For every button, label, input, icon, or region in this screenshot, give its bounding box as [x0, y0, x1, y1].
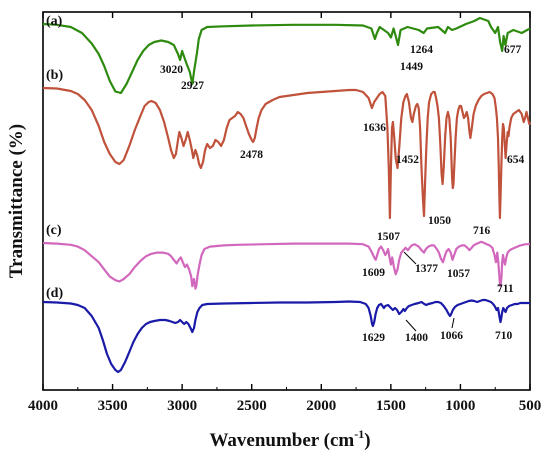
series-line-b	[42, 86, 532, 220]
peak-label: 1452	[396, 154, 419, 166]
x-tick-label: 3500	[98, 398, 128, 414]
peak-annotations: 3020 2927 1449 1264 677 2478 1636 1452 1507 1050 7…	[160, 44, 525, 344]
leader-line	[403, 251, 417, 265]
y-axis-title: Transmittance (%)	[6, 124, 27, 278]
peak-label: 1066	[440, 330, 463, 342]
peak-label: 1377	[415, 263, 438, 275]
x-axis-title-superscript: -1	[354, 427, 364, 441]
panel-label-c: (c)	[46, 223, 62, 238]
leader-line	[451, 317, 455, 329]
series-line-d	[42, 298, 530, 374]
series-line-a	[42, 16, 531, 95]
peak-label: 1400	[405, 332, 428, 344]
peak-label: 1050	[428, 215, 451, 227]
peak-label: 1507	[377, 231, 400, 243]
peak-label: 1449	[400, 61, 423, 73]
series-line-c	[42, 240, 530, 290]
spectra-series	[42, 16, 532, 374]
x-axis-title-close: )	[364, 430, 370, 451]
peak-label: 1264	[410, 44, 433, 56]
peak-label: 711	[497, 283, 514, 295]
x-axis-title: Wavenumber (cm-1)	[209, 427, 370, 451]
x-axis-ticks: 4000 3500 3000 2500 2000 1500 1000 500	[28, 12, 541, 414]
peak-label: 3020	[160, 64, 183, 76]
x-axis-title-main: Wavenumber (cm	[209, 430, 354, 451]
x-tick-label: 3000	[167, 398, 197, 414]
x-tick-label: 2500	[237, 398, 267, 414]
panel-label-b: (b)	[46, 68, 63, 83]
peak-label: 710	[495, 330, 513, 342]
panel-labels: (a) (b) (c) (d)	[46, 14, 63, 301]
peak-label: 716	[473, 225, 491, 237]
peak-label: 677	[504, 44, 522, 56]
peak-label: 2927	[181, 80, 204, 92]
x-tick-label: 2000	[306, 398, 336, 414]
peak-label: 2478	[240, 149, 263, 161]
peak-label: 1636	[363, 122, 386, 134]
panel-label-d: (d)	[46, 286, 63, 301]
x-tick-label: 1500	[376, 398, 406, 414]
peak-label: 1629	[362, 332, 385, 344]
peak-label: 654	[507, 154, 525, 166]
x-tick-label: 4000	[28, 398, 58, 414]
panel-label-a: (a)	[46, 14, 63, 29]
x-tick-label: 500	[519, 398, 542, 414]
x-tick-label: 1000	[445, 398, 475, 414]
leader-line	[405, 319, 417, 332]
peak-label: 1609	[362, 267, 385, 279]
peak-label: 1057	[447, 268, 470, 280]
